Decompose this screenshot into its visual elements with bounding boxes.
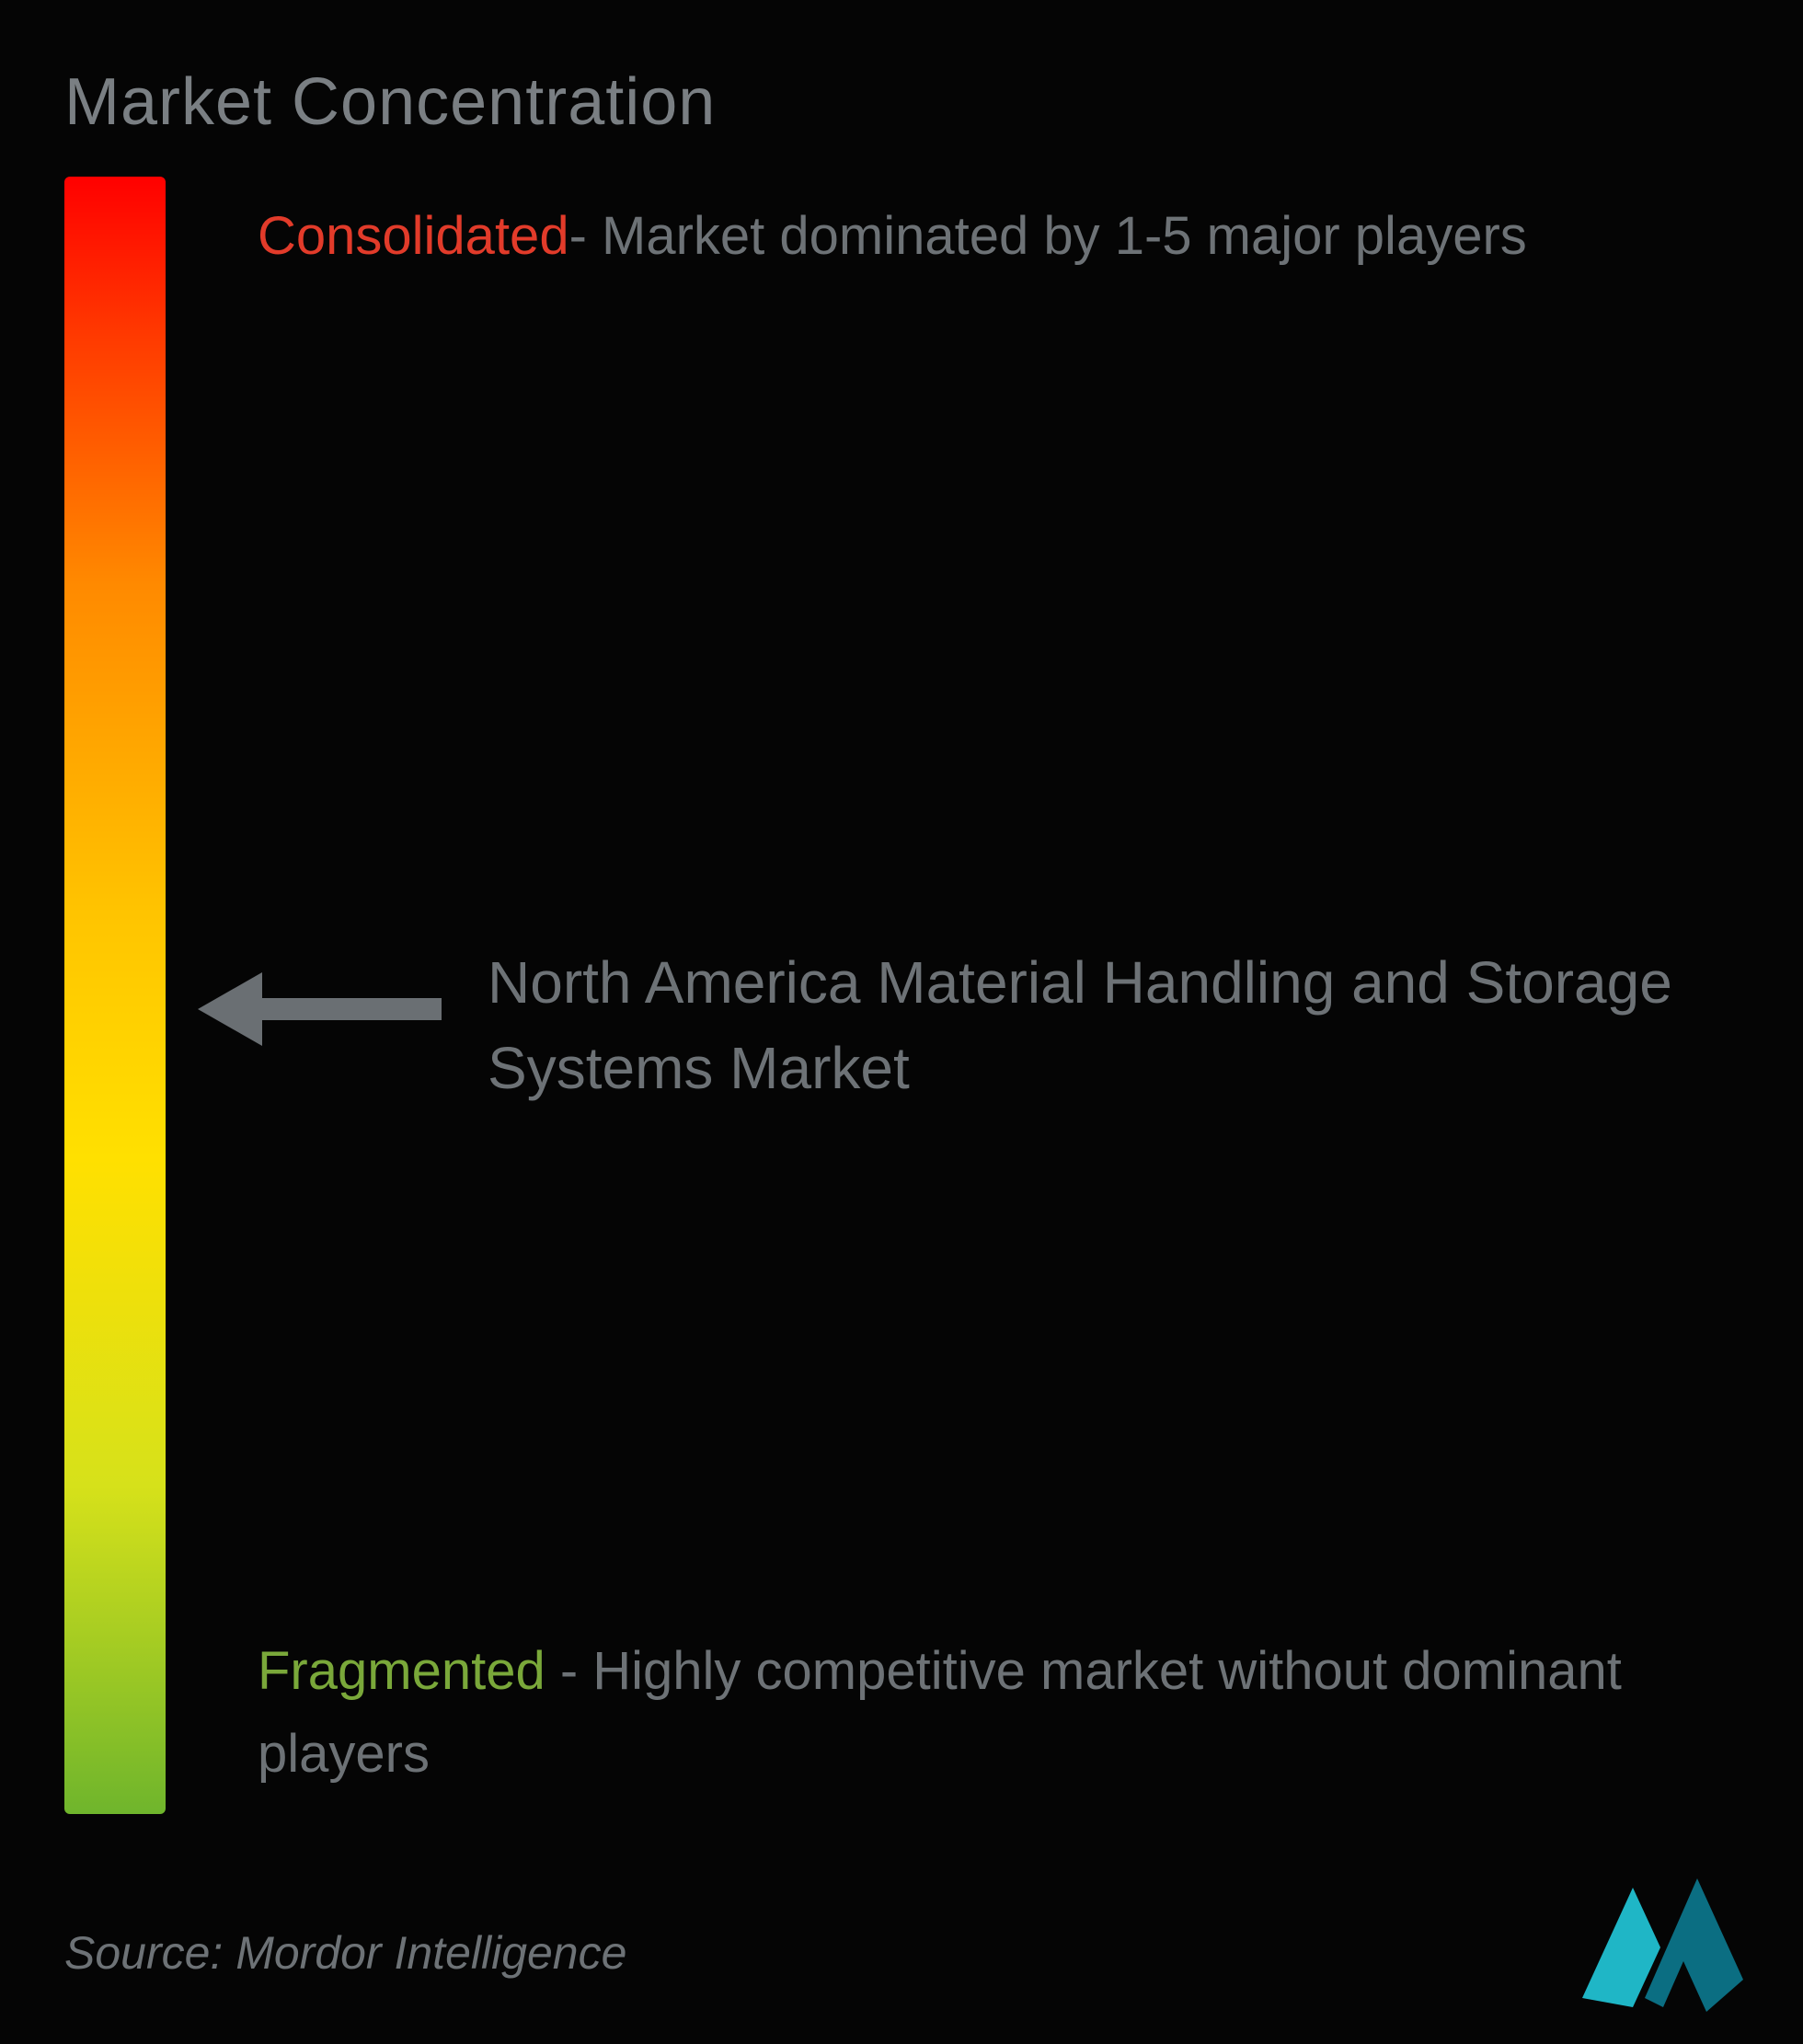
source-attribution: Source: Mordor Intelligence xyxy=(64,1926,626,1980)
consolidated-desc: - Market dominated by 1-5 major players xyxy=(569,206,1527,266)
brand-logo xyxy=(1573,1860,1748,2016)
logo-icon xyxy=(1573,1860,1748,2016)
consolidated-term: Consolidated xyxy=(258,206,569,266)
chart-title: Market Concentration xyxy=(64,64,1739,140)
infographic-frame: Market Concentration Consolidated- Marke… xyxy=(0,0,1803,2044)
concentration-gradient-bar xyxy=(64,177,166,1814)
arrow-icon xyxy=(184,954,451,1064)
chart-content: Consolidated- Market dominated by 1-5 ma… xyxy=(64,177,1739,1832)
pointer-arrow xyxy=(184,954,451,1064)
consolidated-label: Consolidated- Market dominated by 1-5 ma… xyxy=(258,195,1739,278)
market-name-label: North America Material Handling and Stor… xyxy=(488,940,1683,1111)
fragmented-term: Fragmented xyxy=(258,1641,545,1701)
fragmented-label: Fragmented - Highly competitive market w… xyxy=(258,1630,1739,1796)
